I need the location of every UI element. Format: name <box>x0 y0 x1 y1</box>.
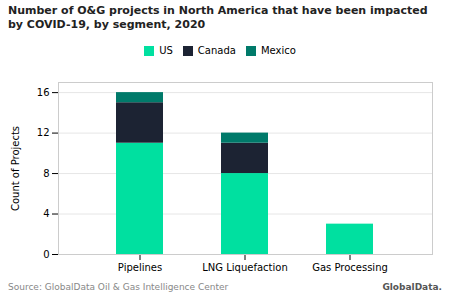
html-text:Source: GlobalData Oil & Gas I: Source: GlobalData Oil & Gas Intelligenc… <box>8 282 229 292</box>
svg-text:4: 4 <box>43 208 49 219</box>
html-text:Number of O&G projects in Nort: Number of O&G projects in North America … <box>8 4 428 31</box>
svg-text:0: 0 <box>43 249 49 260</box>
html-text:GlobalData.: GlobalData. <box>382 282 442 292</box>
svg-text:16: 16 <box>37 87 50 98</box>
svg-text:Pipelines: Pipelines <box>118 262 162 273</box>
svg-text:Count of Projects: Count of Projects <box>10 126 21 211</box>
html-text:US: US <box>159 45 173 56</box>
svg-text:12: 12 <box>37 127 50 138</box>
html-text:Canada: Canada <box>197 45 236 56</box>
svg-text:LNG Liquefaction: LNG Liquefaction <box>202 262 287 273</box>
html-text:Mexico: Mexico <box>260 45 296 56</box>
svg-text:Gas Processing: Gas Processing <box>312 262 388 273</box>
svg-text:8: 8 <box>43 168 49 179</box>
